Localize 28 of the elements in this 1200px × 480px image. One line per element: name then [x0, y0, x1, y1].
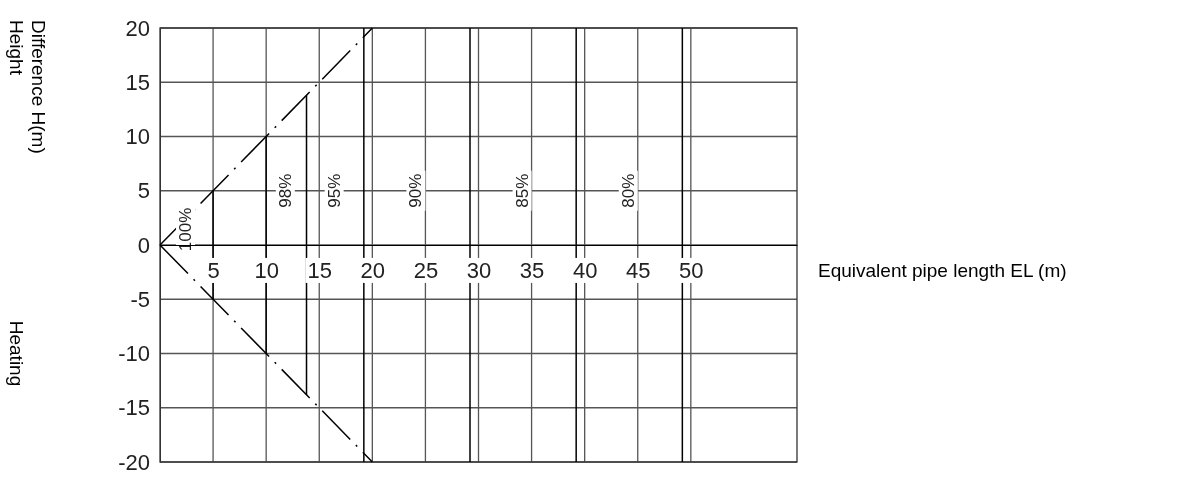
annotation: 95%	[324, 173, 344, 208]
x-tick-label: 25	[413, 257, 439, 283]
y-tick-label: -5	[130, 286, 150, 312]
x-tick-label: 40	[572, 257, 598, 283]
annotation: 100%	[176, 207, 196, 252]
y-tick-label: 15	[125, 69, 150, 95]
annotation: 98%	[275, 173, 295, 208]
y-tick-label: -20	[118, 449, 150, 475]
annotation: 85%	[512, 173, 532, 208]
y-axis-title: Height Difference H(m)	[6, 20, 49, 154]
x-axis-title: Equivalent pipe length EL (m)	[818, 260, 1067, 282]
x-tick-label: 45	[626, 257, 651, 283]
x-tick-label: 5	[207, 257, 220, 283]
x-tick-label: 10	[254, 257, 279, 283]
y-tick-label: -15	[118, 395, 150, 421]
y-tick-label: 0	[137, 232, 150, 258]
x-tick-label: 35	[519, 257, 545, 283]
x-tick-label: 15	[307, 257, 332, 283]
y-tick-label: 20	[125, 15, 150, 41]
annotation: 90%	[406, 173, 426, 208]
annotation: 80%	[618, 173, 638, 208]
y-tick-label: 5	[137, 178, 150, 204]
x-tick-label: 20	[360, 257, 386, 283]
y-tick-label: 10	[125, 124, 150, 150]
x-tick-label: 30	[466, 257, 492, 283]
x-tick-label: 50	[679, 257, 704, 283]
text: Heating	[6, 320, 27, 387]
y-tick-label: -10	[118, 341, 150, 367]
